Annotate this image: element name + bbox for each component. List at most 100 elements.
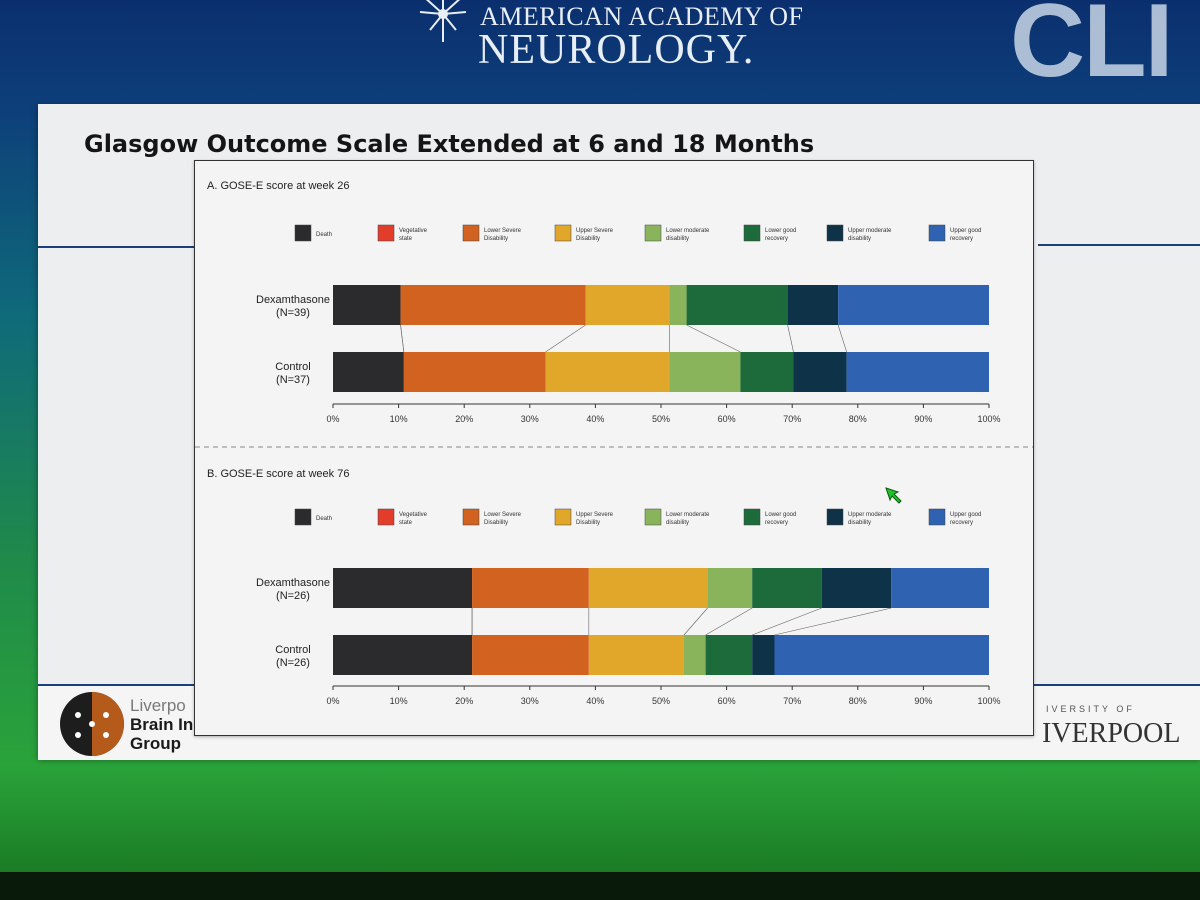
chart-b-bar-segment [472, 635, 589, 675]
chart-a-legend-label: Lower Severe [484, 228, 522, 234]
chart-b-legend-swatch [462, 508, 480, 526]
chart-b-legend-label-cont: disability [848, 520, 871, 526]
chart-b-bar-segment [707, 568, 753, 608]
chart-a-x-tick-label: 50% [652, 414, 670, 424]
chart-a-bar-segment [545, 352, 670, 392]
aan-backdrop-logo-icon [260, 782, 294, 806]
chart-b-x-tick-label: 60% [718, 696, 736, 706]
chart-b-x-tick-label: 40% [586, 696, 604, 706]
conference-word-partial: CLI [1010, 0, 1174, 99]
chart-a-title: A. GOSE-E score at week 26 [207, 180, 349, 192]
chart-a-bar-segment [669, 285, 687, 325]
aan-backdrop-logo-icon [1160, 782, 1194, 806]
gose-stacked-bar-charts: A. GOSE-E score at week 26 Death Vegetativ… [195, 180, 1033, 706]
chart-b-x-tick-label: 90% [914, 696, 932, 706]
chart-a-legend-label-cont: disability [666, 236, 689, 242]
aan-backdrop-logo-icon [560, 782, 594, 806]
university-logo-text: IVERPOOL [1042, 718, 1181, 749]
brain-infections-group-name: Liverpo Brain In Group [130, 696, 193, 753]
aan-backdrop-logo-icon [760, 782, 794, 806]
chart-a-legend-swatch [743, 224, 761, 242]
chart-a-x-tick-label: 20% [455, 414, 473, 424]
backdrop-logo-row-1 [0, 782, 1200, 810]
chart-a-x-tick-label: 30% [521, 414, 539, 424]
chart-a-legend-swatch [928, 224, 946, 242]
chart-a-legend-label: Lower good [765, 228, 796, 234]
chart-a-legend-label-cont: Disability [484, 236, 508, 242]
slide-title: Glasgow Outcome Scale Extended at 6 and … [84, 130, 815, 158]
chart-b-bar-segment [891, 568, 989, 608]
group-name-line1: Liverpo [130, 696, 186, 715]
title-rule-right [1038, 244, 1200, 246]
chart-b-legend-label-cont: Disability [484, 520, 508, 526]
chart-b-category-label: Dexamthasone [256, 577, 330, 589]
chart-b-legend-swatch [826, 508, 844, 526]
group-name-line3: Group [130, 734, 181, 753]
aan-backdrop-logo-icon [420, 830, 454, 854]
chart-b-legend-label: Lower Severe [484, 512, 522, 518]
chart-b-x-tick-label: 0% [326, 696, 339, 706]
chart-a-bar-segment [838, 285, 989, 325]
chart-a-connector-line [686, 324, 741, 353]
chart-b-x-tick-label: 50% [652, 696, 670, 706]
chart-a-legend-label: Lower moderate [666, 228, 710, 234]
chart-a-legend-label: Upper good [950, 228, 981, 234]
chart-a-x-tick-label: 0% [326, 414, 339, 424]
chart-b-x-tick-label: 100% [977, 696, 1000, 706]
chart-b-legend-label-cont: disability [666, 520, 689, 526]
pointer-cursor-icon [885, 487, 902, 504]
chart-b-bar-segment [333, 568, 473, 608]
chart-a-x-tick-label: 40% [586, 414, 604, 424]
chart-b-connector-line [683, 607, 708, 636]
aan-backdrop-logo-icon [160, 782, 194, 806]
chart-b-connector-line [705, 607, 753, 636]
aan-backdrop-logo-icon [1060, 782, 1094, 806]
chart-a-category-label: Control [275, 361, 310, 373]
chart-b-bar-segment [821, 568, 892, 608]
chart-a-category-label-sub: (N=37) [276, 374, 310, 386]
chart-b-legend-label: Death [316, 516, 332, 522]
chart-a-legend-label: Upper Severe [576, 228, 614, 234]
university-logo-small-text: IVERSITY OF [1046, 704, 1135, 714]
chart-b-x-tick-label: 10% [390, 696, 408, 706]
aan-backdrop-logo-icon [220, 830, 254, 854]
chart-a-legend-label: Death [316, 232, 332, 238]
chart-a-connector-line [787, 324, 794, 353]
chart-b-legend-label: Upper good [950, 512, 981, 518]
aan-backdrop-logo-icon [720, 830, 754, 854]
chart-a-category-label: Dexamthasone [256, 294, 330, 306]
chart-a-x-tick-label: 80% [849, 414, 867, 424]
aan-backdrop-logo-icon [20, 830, 54, 854]
chart-b-title: B. GOSE-E score at week 76 [207, 468, 349, 480]
chart-b-bar-segment [588, 568, 708, 608]
aan-star-logo-icon [419, 0, 467, 42]
chart-a-bar-segment [740, 352, 794, 392]
chart-a-legend-swatch [294, 224, 312, 242]
chart-b-category-label-sub: (N=26) [276, 657, 310, 669]
chart-b-legend-label: Vegetative [399, 512, 428, 518]
chart-b-bar-segment [472, 568, 589, 608]
chart-a-connector-line [400, 324, 405, 353]
chart-a-bar-segment [403, 352, 546, 392]
chart-b-legend-label: Lower moderate [666, 512, 710, 518]
chart-a-legend-swatch [554, 224, 572, 242]
chart-a-bar-segment [686, 285, 788, 325]
chart-b-legend-label-cont: state [399, 520, 413, 526]
chart-b-legend-label: Upper Severe [576, 512, 614, 518]
aan-backdrop-logo-icon [1120, 830, 1154, 854]
aan-backdrop-logo-icon [920, 830, 954, 854]
chart-b-legend-swatch [377, 508, 395, 526]
chart-b-legend-swatch [294, 508, 312, 526]
aan-backdrop-logo-icon [520, 830, 554, 854]
org-name-line1: AMERICAN ACADEMY OF [480, 2, 804, 31]
chart-b-category-label-sub: (N=26) [276, 590, 310, 602]
chart-a-legend-swatch [644, 224, 662, 242]
group-name-line2: Brain In [130, 715, 194, 734]
org-name-line2: NEUROLOGY. [478, 27, 755, 73]
aan-backdrop-logo-icon [320, 830, 354, 854]
chart-a-bar-segment [585, 285, 670, 325]
chart-b-x-tick-label: 20% [455, 696, 473, 706]
chart-a-bar-segment [333, 285, 401, 325]
chart-b-connector-line [774, 607, 892, 636]
chart-a-legend-label-cont: recovery [950, 236, 973, 242]
